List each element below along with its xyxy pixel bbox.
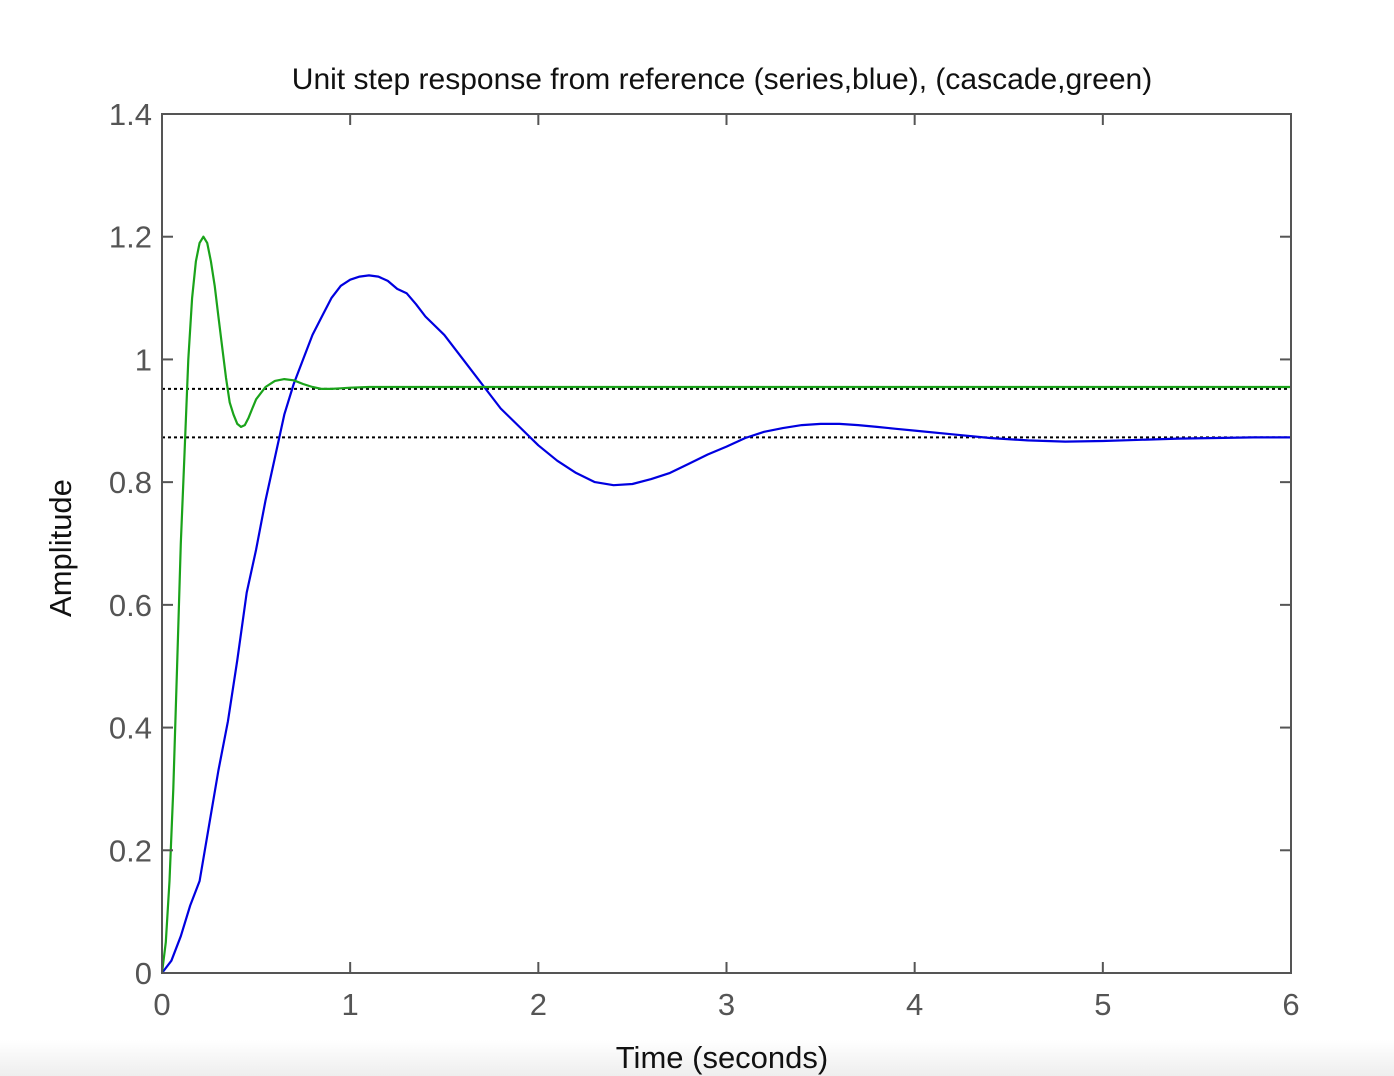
y-tick-label: 1 [135,342,152,377]
y-tick-label: 1.2 [109,220,152,255]
y-tick-label: 0.8 [109,465,152,500]
series-line-1 [160,235,1291,974]
x-tick-label: 2 [530,987,547,1022]
x-axis-label: Time (seconds) [616,1040,828,1075]
y-axis-label: Amplitude [43,479,78,617]
x-tick-label: 3 [718,987,735,1022]
x-tick-label: 6 [1282,987,1299,1022]
x-axis-ticks: 0 1 2 3 4 5 6 [153,114,1300,1022]
y-axis-ticks: 0 0.2 0.4 0.6 0.8 1 1.2 1.4 [109,97,1291,991]
window-bottom-strip [0,1040,1394,1076]
chart-title: Unit step response from reference (serie… [292,63,1152,96]
y-tick-label: 1.4 [109,97,152,132]
x-tick-label: 1 [342,987,359,1022]
series-line-0 [161,274,1291,974]
x-tick-label: 0 [153,987,170,1022]
series-lines [160,235,1291,974]
reference-lines [162,387,1291,439]
y-tick-label: 0.6 [109,588,152,623]
y-tick-label: 0.4 [109,711,152,746]
x-tick-label: 4 [906,987,923,1022]
y-tick-label: 0 [135,956,152,991]
plot-area [162,114,1291,973]
y-tick-label: 0.2 [109,833,152,868]
x-tick-label: 5 [1094,987,1111,1022]
